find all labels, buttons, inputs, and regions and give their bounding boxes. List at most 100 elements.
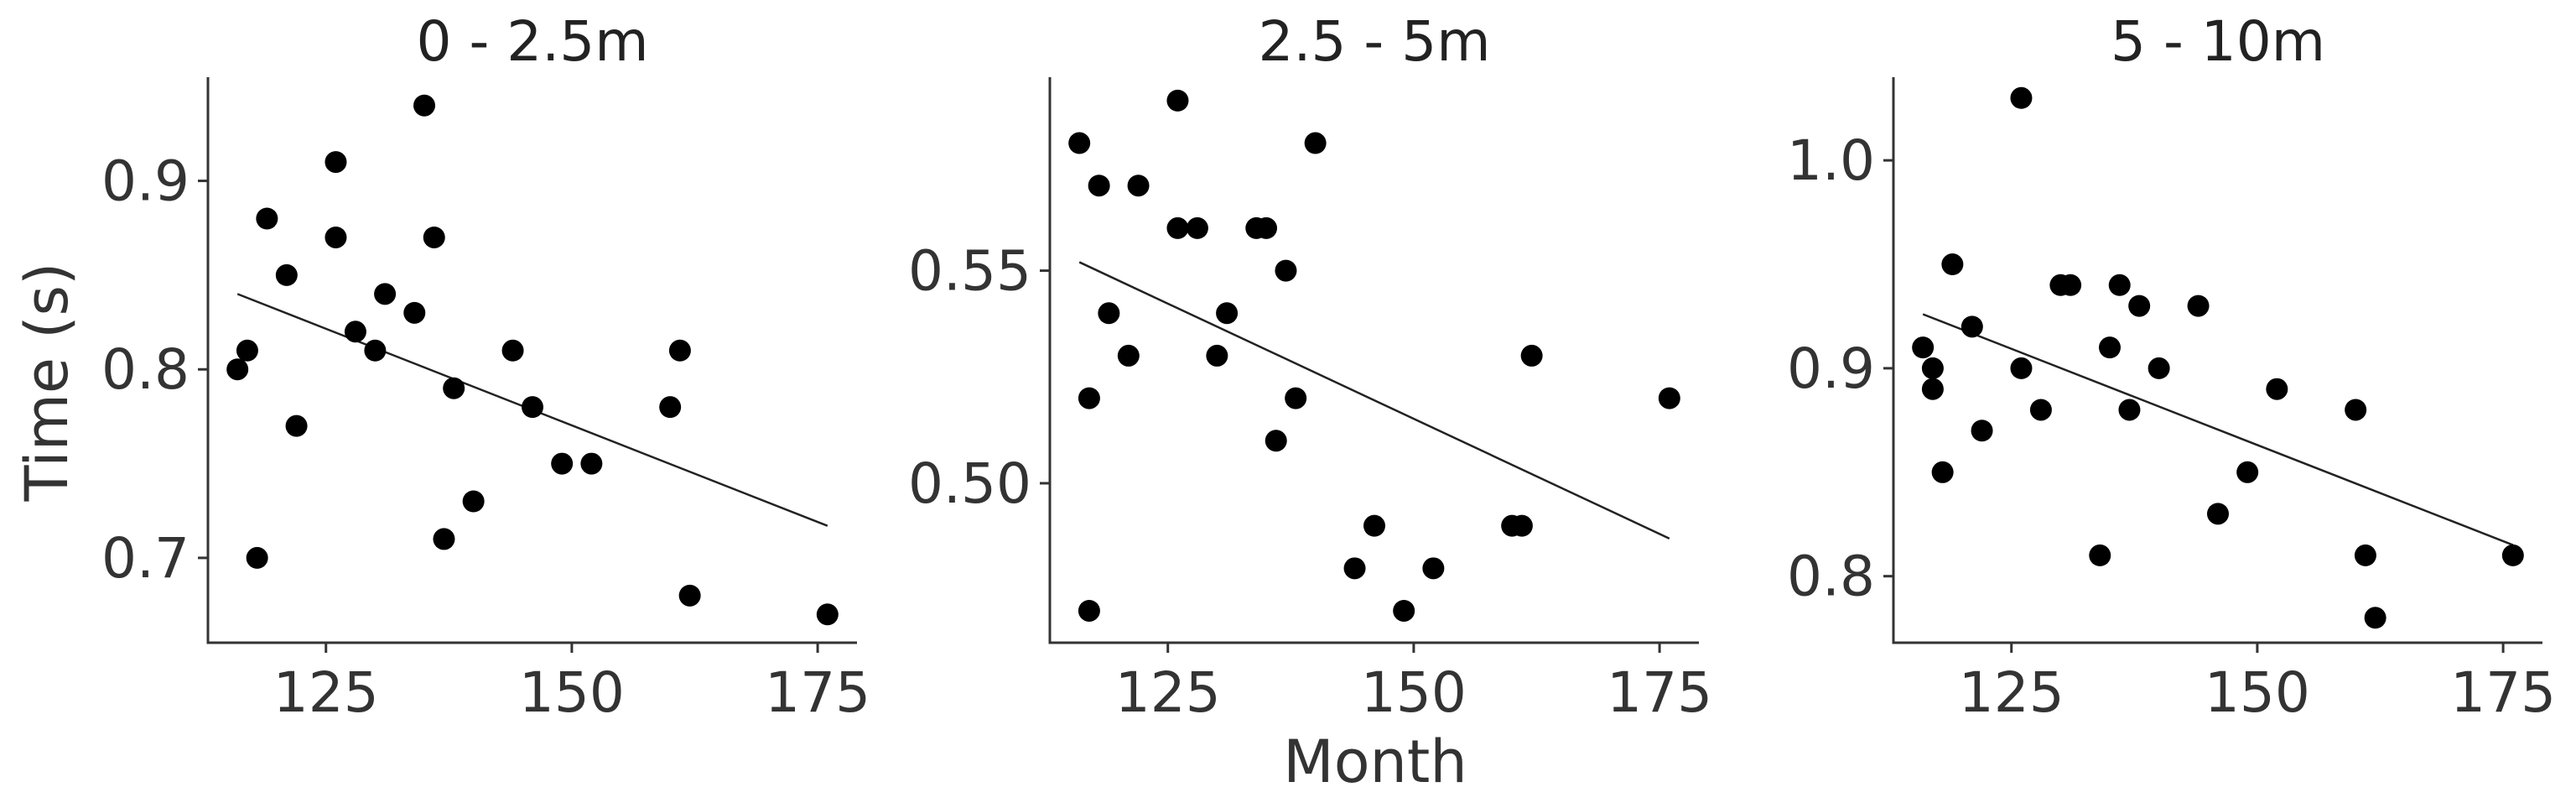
data-point [522,396,543,419]
data-point [1941,253,1964,276]
data-point [2364,607,2386,629]
y-axis-label: Time (s) [13,263,81,503]
data-point [1921,357,1944,379]
panel-1: 0 - 2.5m 0.7 0.8 0.9 125 150 175 [101,9,870,725]
data-point [2236,461,2259,483]
data-point [2345,399,2367,421]
trend-line [1922,313,2514,546]
panel-title: 5 - 10m [2111,9,2325,74]
data-point [443,377,465,399]
data-point [325,151,347,174]
data-point [1422,557,1445,580]
data-point [374,283,397,305]
data-point [678,584,701,607]
data-point [1510,514,1533,537]
data-point [1098,302,1120,325]
x-axis-label: Month [1283,727,1467,796]
panel-2: 2.5 - 5m 0.50 0.55 125 150 175 [908,9,1712,725]
data-point [2089,544,2111,566]
data-point [462,490,485,513]
y-tick-label: 0.9 [1787,336,1875,401]
data-point [668,339,691,362]
axis-lines [1048,77,1699,644]
data-point [1363,514,1385,537]
data-point [423,226,445,248]
data-point [2118,399,2141,421]
data-point [433,528,455,550]
data-point [1961,315,1983,338]
data-point [1393,599,1415,622]
data-point [2187,295,2210,317]
data-point [403,301,426,324]
data-point [1520,344,1543,367]
data-point [1186,216,1208,239]
data-point [2207,503,2229,525]
data-point [1068,132,1091,154]
y-tick-label: 0.9 [101,149,190,214]
x-tick-label: 150 [2205,660,2310,725]
data-point [364,339,387,362]
data-point [1658,387,1680,409]
data-point [1088,175,1110,197]
data-point [1285,387,1307,409]
data-point [2128,295,2151,317]
data-point [2099,336,2121,359]
axis-lines [206,77,857,644]
data-point [2266,378,2288,400]
x-tick-label: 125 [1959,660,2064,725]
data-point [816,603,839,626]
trend-line [1078,261,1670,540]
x-tick-label: 125 [273,660,379,725]
data-point [580,452,603,475]
data-point [1255,216,1277,239]
data-point [2354,544,2376,566]
x-tick-label: 150 [1361,660,1467,725]
data-point [236,339,258,362]
panel-title: 0 - 2.5m [416,9,648,74]
data-point [1166,216,1189,239]
y-tick-label: 0.50 [908,451,1031,516]
data-point [1265,430,1287,452]
data-point [501,339,524,362]
data-point [1275,259,1297,282]
x-tick-label: 125 [1115,660,1221,725]
data-point [1931,461,1954,483]
panel-title: 2.5 - 5m [1258,9,1490,74]
x-tick-label: 175 [2450,660,2556,725]
data-point [1078,387,1100,409]
y-tick-label: 1.0 [1787,128,1875,193]
data-point [226,358,249,381]
data-point [2010,357,2033,379]
axis-lines [1892,77,2542,644]
data-point [1216,302,1239,325]
data-point [2029,399,2052,421]
data-point [1206,344,1228,367]
y-tick-label: 0.55 [908,239,1031,304]
data-point [2108,274,2131,296]
data-point [325,226,347,248]
y-tick-label: 0.7 [101,526,190,591]
panel-3: 5 - 10m 0.8 0.9 1.0 125 150 175 [1787,9,2556,725]
panels-layer: 0 - 2.5m 0.7 0.8 0.9 125 150 175 2.5 - 5m 0.50 0.… [101,9,2556,725]
data-point [1127,175,1150,197]
data-point [2148,357,2170,379]
data-point [1166,89,1189,112]
data-point [256,207,278,230]
y-tick-label: 0.8 [101,337,190,402]
data-point [246,546,268,569]
data-point [1343,557,1366,580]
data-point [1912,336,1935,359]
y-tick-label: 0.8 [1787,545,1875,609]
x-tick-label: 150 [519,660,625,725]
data-point [551,452,574,475]
data-point [659,396,682,419]
data-point [1921,378,1944,400]
data-point [1117,344,1140,367]
data-point [344,321,366,343]
data-point [413,94,435,117]
data-point [2501,544,2524,566]
data-point [275,263,298,286]
x-tick-label: 175 [765,660,870,725]
data-point [2010,86,2033,109]
